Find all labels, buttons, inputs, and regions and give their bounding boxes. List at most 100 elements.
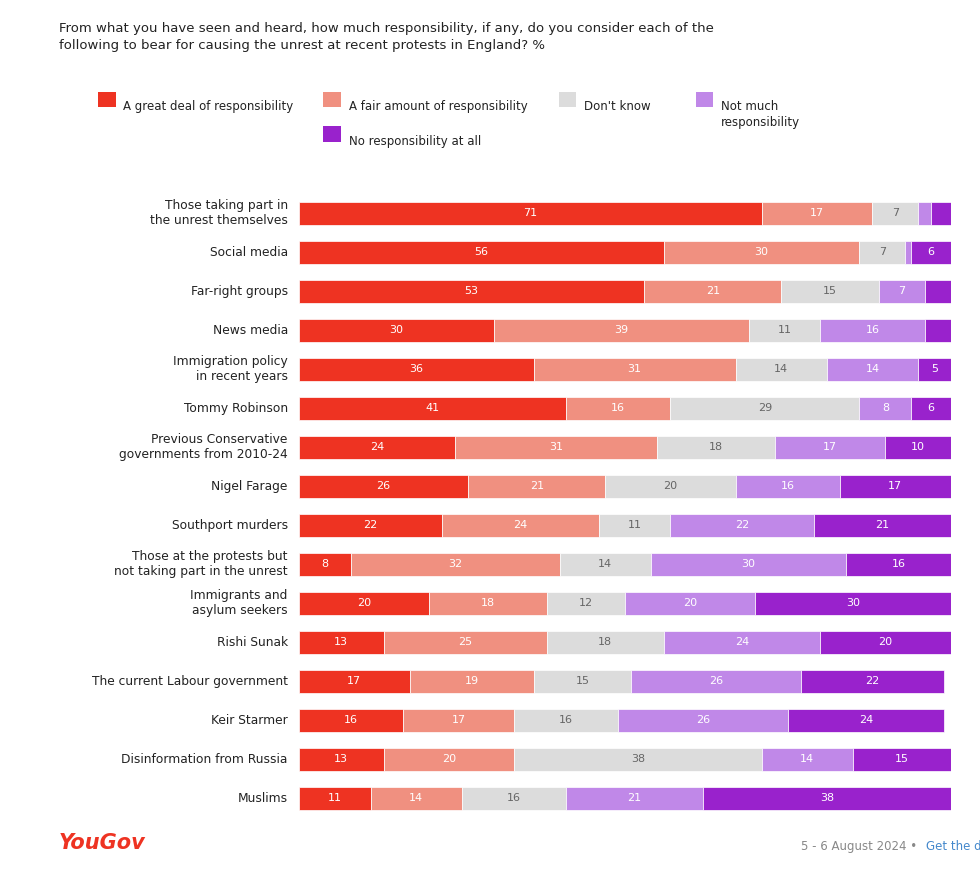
- Bar: [533, 670, 631, 693]
- Bar: [651, 553, 847, 576]
- Text: 22: 22: [364, 521, 377, 530]
- Text: 18: 18: [481, 598, 495, 609]
- Text: 18: 18: [709, 442, 723, 453]
- Bar: [566, 397, 670, 420]
- Text: 14: 14: [865, 364, 879, 374]
- Bar: [299, 747, 383, 771]
- Bar: [631, 670, 801, 693]
- Bar: [774, 436, 886, 459]
- Bar: [599, 514, 670, 537]
- Bar: [383, 630, 547, 654]
- Bar: [299, 514, 442, 537]
- Text: 16: 16: [612, 403, 625, 413]
- Text: Get the data: Get the data: [926, 840, 980, 853]
- Bar: [370, 787, 462, 810]
- Text: A great deal of responsibility: A great deal of responsibility: [123, 100, 294, 113]
- Text: 30: 30: [742, 559, 756, 569]
- Bar: [299, 474, 468, 498]
- Bar: [663, 241, 859, 264]
- Text: From what you have seen and heard, how much responsibility, if any, do you consi: From what you have seen and heard, how m…: [59, 22, 713, 51]
- Text: 10: 10: [911, 442, 925, 453]
- Bar: [442, 514, 599, 537]
- Bar: [801, 670, 944, 693]
- Text: 16: 16: [892, 559, 906, 569]
- Bar: [670, 397, 859, 420]
- Text: 18: 18: [598, 637, 612, 647]
- Bar: [749, 318, 820, 342]
- Bar: [879, 280, 924, 303]
- Text: 32: 32: [448, 559, 463, 569]
- Bar: [299, 241, 663, 264]
- Bar: [886, 436, 951, 459]
- Bar: [429, 591, 547, 615]
- Text: 24: 24: [858, 715, 873, 726]
- Bar: [547, 630, 663, 654]
- Text: Not much
responsibility: Not much responsibility: [721, 100, 801, 129]
- Bar: [618, 709, 788, 732]
- Bar: [299, 591, 429, 615]
- Bar: [456, 436, 658, 459]
- Bar: [566, 787, 703, 810]
- Text: 5: 5: [931, 364, 938, 374]
- Text: 14: 14: [800, 754, 814, 764]
- Text: 15: 15: [575, 677, 589, 686]
- Text: 20: 20: [878, 637, 893, 647]
- Bar: [859, 241, 905, 264]
- Text: 26: 26: [696, 715, 710, 726]
- Text: 16: 16: [344, 715, 358, 726]
- Bar: [813, 514, 951, 537]
- Text: No responsibility at all: No responsibility at all: [349, 135, 481, 148]
- Bar: [658, 436, 774, 459]
- Text: 11: 11: [627, 521, 642, 530]
- Bar: [918, 201, 931, 225]
- Text: 20: 20: [683, 598, 697, 609]
- Bar: [299, 318, 495, 342]
- Text: 17: 17: [347, 677, 362, 686]
- Bar: [827, 358, 918, 381]
- Bar: [299, 436, 456, 459]
- Bar: [859, 397, 911, 420]
- Text: 56: 56: [474, 248, 488, 257]
- Text: 8: 8: [882, 403, 889, 413]
- Bar: [299, 709, 403, 732]
- Text: 11: 11: [327, 794, 342, 803]
- Text: 71: 71: [523, 208, 537, 218]
- Text: 38: 38: [819, 794, 834, 803]
- Text: 20: 20: [357, 598, 371, 609]
- Bar: [462, 787, 566, 810]
- Text: 21: 21: [706, 286, 719, 296]
- Text: 31: 31: [550, 442, 564, 453]
- Text: 17: 17: [823, 442, 837, 453]
- Bar: [547, 591, 625, 615]
- Bar: [761, 201, 872, 225]
- Bar: [299, 397, 566, 420]
- Text: 53: 53: [465, 286, 478, 296]
- Bar: [299, 201, 761, 225]
- Bar: [514, 709, 618, 732]
- Bar: [625, 591, 755, 615]
- Text: 39: 39: [614, 325, 628, 335]
- Text: 14: 14: [409, 794, 423, 803]
- Text: 7: 7: [898, 286, 906, 296]
- Bar: [755, 591, 951, 615]
- Bar: [299, 670, 410, 693]
- Text: 15: 15: [895, 754, 908, 764]
- Text: 12: 12: [578, 598, 593, 609]
- Text: 25: 25: [458, 637, 472, 647]
- Bar: [299, 553, 351, 576]
- Bar: [820, 318, 924, 342]
- Text: 17: 17: [888, 481, 903, 491]
- Bar: [663, 630, 820, 654]
- Bar: [410, 670, 533, 693]
- Bar: [924, 280, 951, 303]
- Bar: [736, 358, 827, 381]
- Text: 38: 38: [631, 754, 645, 764]
- Bar: [495, 318, 749, 342]
- Text: 41: 41: [425, 403, 440, 413]
- Text: Don't know: Don't know: [584, 100, 651, 113]
- Text: 13: 13: [334, 637, 348, 647]
- Text: 16: 16: [560, 715, 573, 726]
- Text: 8: 8: [321, 559, 328, 569]
- Text: 17: 17: [809, 208, 824, 218]
- Text: 13: 13: [334, 754, 348, 764]
